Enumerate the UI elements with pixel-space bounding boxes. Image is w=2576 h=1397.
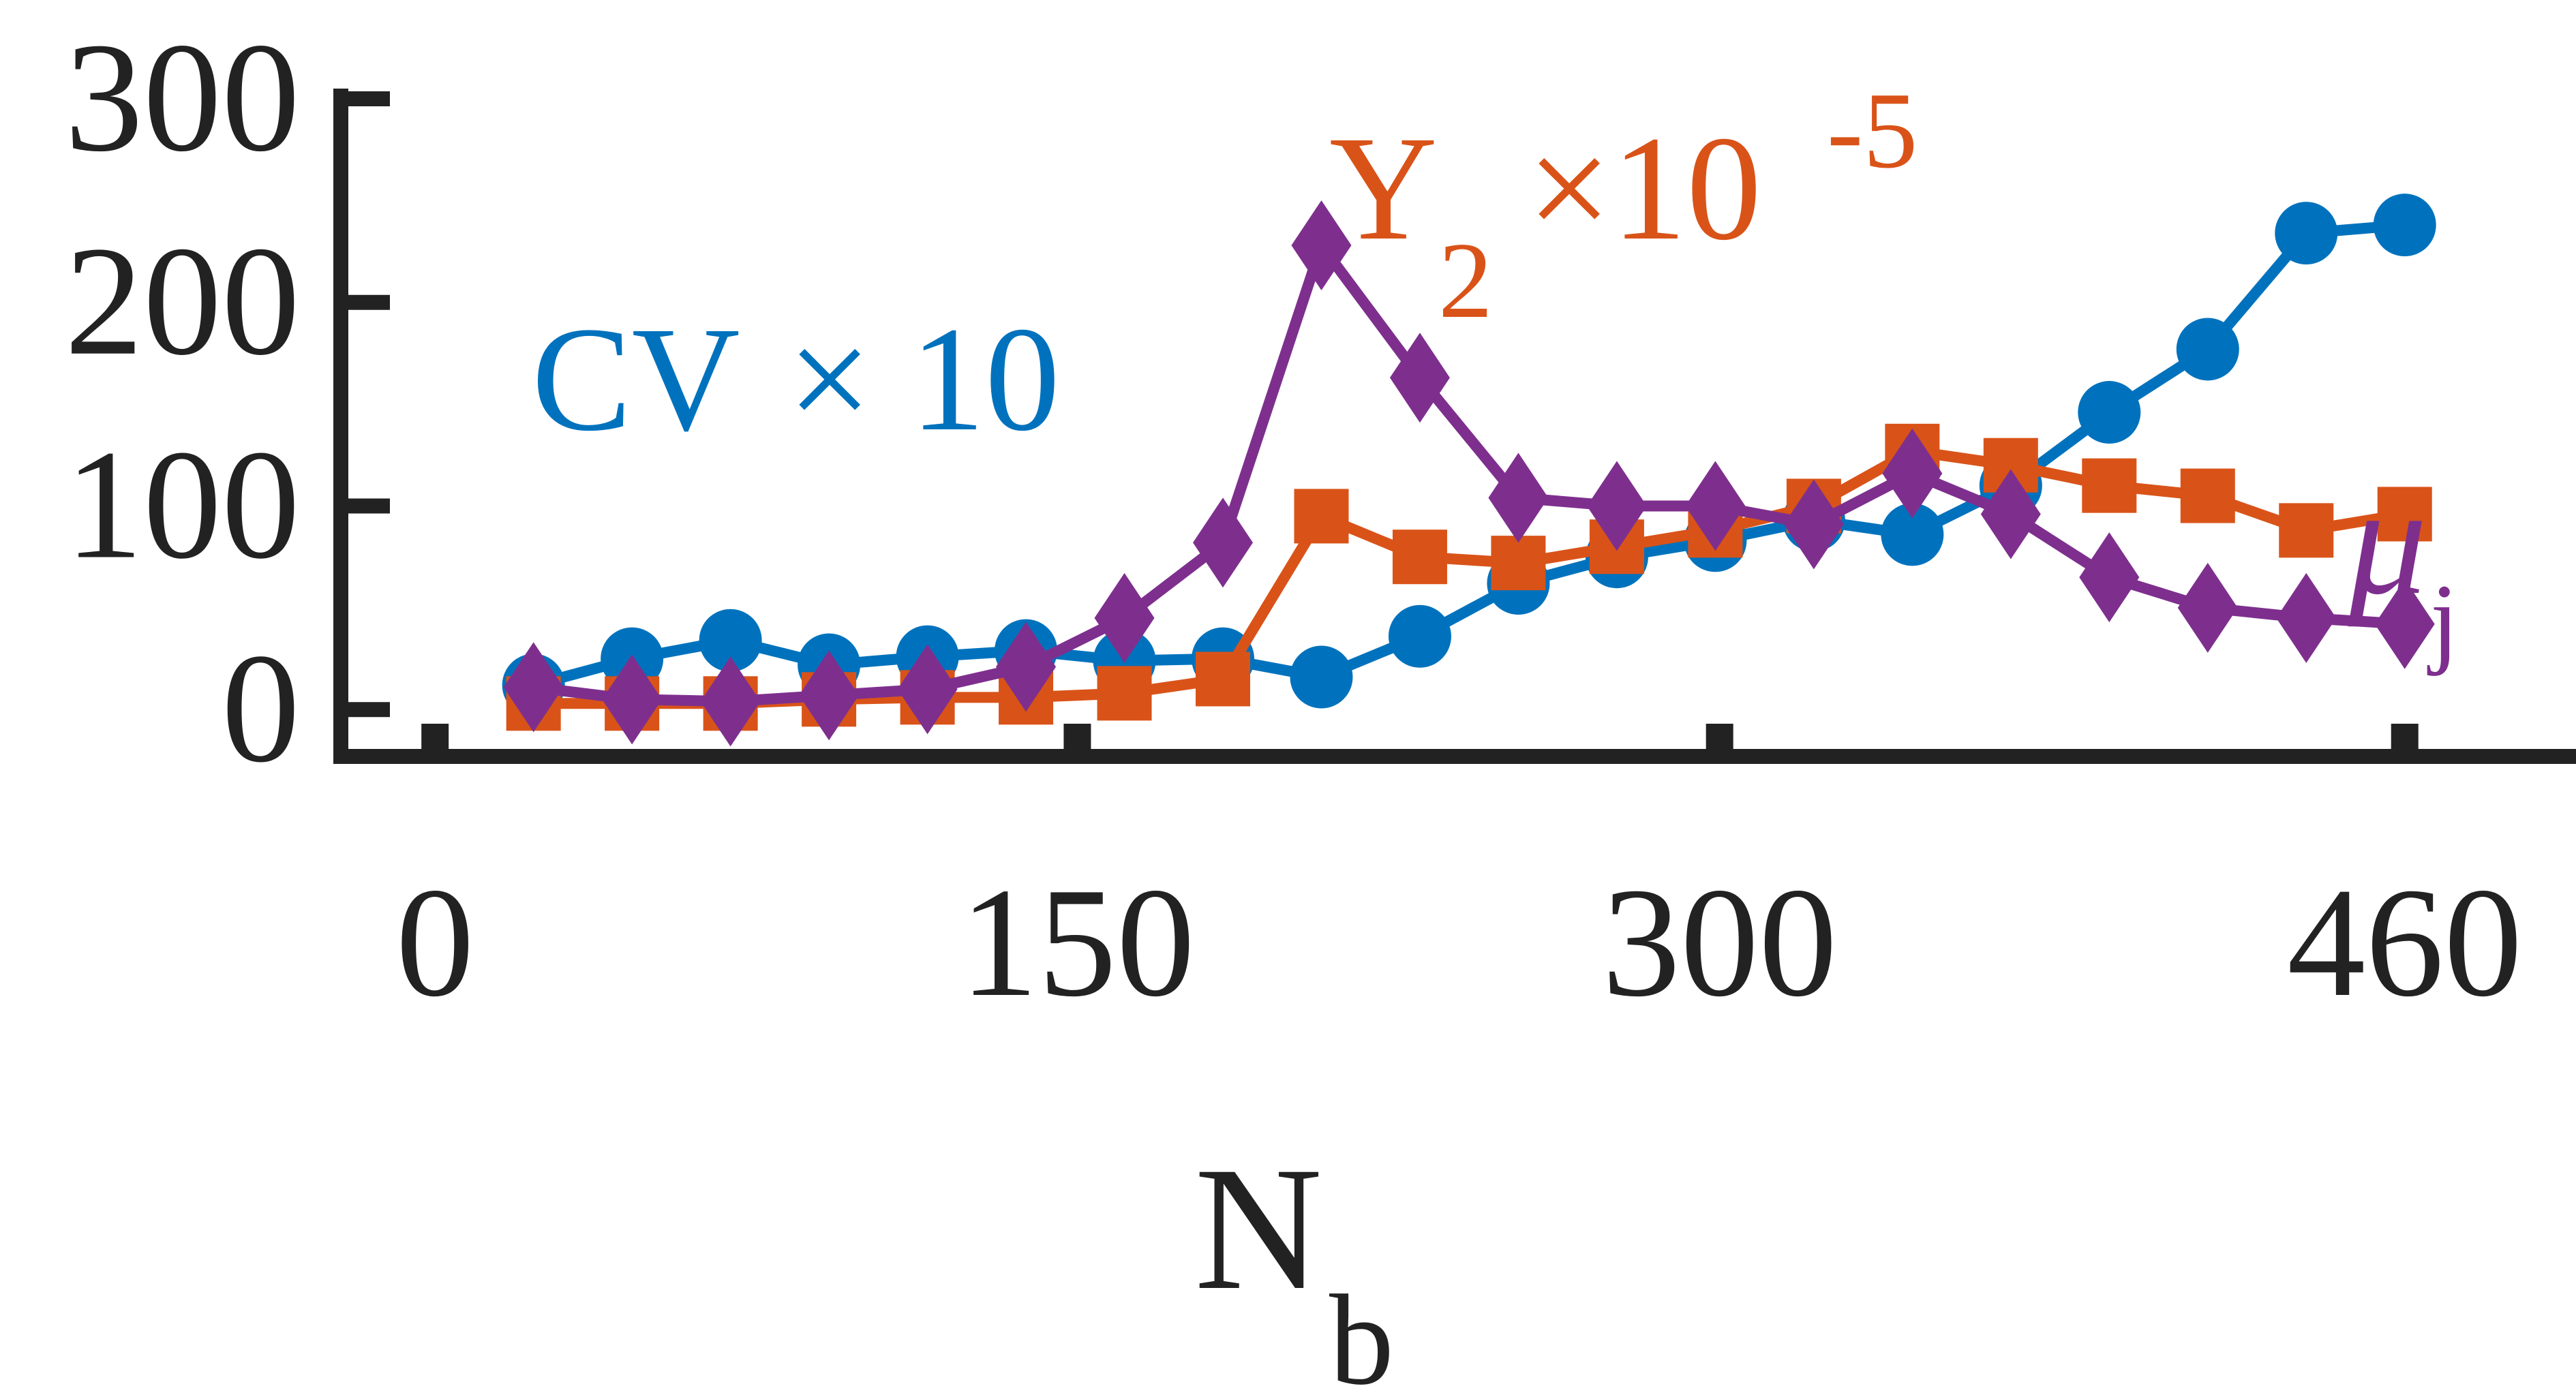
x-tick-label-1: 150 <box>960 855 1195 1029</box>
y-tick-label-3: 300 <box>65 10 300 184</box>
series-1 <box>506 423 2432 731</box>
x-tick-label-0: 0 <box>396 855 474 1029</box>
point-s1-10 <box>1491 536 1546 591</box>
point-s2-15 <box>1980 469 2041 559</box>
point-s1-17 <box>2180 468 2235 523</box>
series-label-cv-name: CV <box>532 296 740 462</box>
tick-labels: 0 100 200 300 0 150 300 460 <box>65 10 2522 1029</box>
point-s0-16 <box>2078 381 2141 444</box>
x-tick-label-2: 300 <box>1602 855 1837 1029</box>
series-label-cv-times: × <box>787 296 872 462</box>
point-s2-10 <box>1488 452 1549 543</box>
series-label-y2-exponent: -5 <box>1827 70 1918 191</box>
series-label-mu: μ j <box>2348 453 2459 677</box>
point-s2-6 <box>1094 572 1155 663</box>
point-s2-17 <box>2177 562 2238 653</box>
point-s1-7 <box>1196 651 1251 707</box>
point-s1-9 <box>1392 529 1447 585</box>
point-s0-14 <box>1881 503 1944 566</box>
series-label-cv: CV × 10 <box>532 296 1060 462</box>
point-s2-8 <box>1291 200 1352 291</box>
point-s2-19 <box>2374 579 2435 669</box>
series-layer <box>502 194 2436 747</box>
point-s2-11 <box>1586 461 1647 551</box>
series-label-y2: Y 2 ×10 -5 <box>1329 70 1918 341</box>
point-s2-14 <box>1882 428 1943 519</box>
point-s1-16 <box>2082 458 2137 513</box>
point-s0-18 <box>2275 202 2338 265</box>
point-s2-12 <box>1685 461 1746 551</box>
point-s0-17 <box>2176 318 2239 381</box>
y-tick-label-0: 0 <box>222 621 300 795</box>
point-s0-9 <box>1388 604 1451 668</box>
point-s2-9 <box>1389 333 1450 423</box>
point-s0-8 <box>1290 645 1353 709</box>
series-label-mu-subscript: j <box>2427 564 2459 677</box>
point-s2-1 <box>602 654 663 745</box>
series-label-y2-subscript: 2 <box>1438 219 1493 341</box>
x-axis-label: N <box>1194 1131 1322 1327</box>
x-axis-label-subscript: b <box>1329 1269 1394 1397</box>
series-label-mu-name: μ <box>2348 453 2427 627</box>
point-s0-2 <box>699 609 762 672</box>
series-2 <box>503 200 2435 747</box>
point-s1-6 <box>1097 666 1152 721</box>
point-s2-0 <box>503 642 564 733</box>
point-s0-19 <box>2373 194 2436 257</box>
axes-layer <box>333 89 2576 764</box>
point-s1-19 <box>2377 487 2432 542</box>
point-s2-16 <box>2079 532 2140 623</box>
series-label-y2-factor: ×10 <box>1527 105 1761 271</box>
series-label-y2-name: Y <box>1329 105 1438 271</box>
x-tick-label-3: 460 <box>2287 855 2522 1029</box>
series-label-cv-factor: 10 <box>910 296 1060 462</box>
point-s2-2 <box>700 656 761 747</box>
y-tick-label-1: 100 <box>65 418 300 592</box>
point-s2-4 <box>897 644 958 735</box>
point-s2-5 <box>996 621 1057 712</box>
point-s2-13 <box>1783 479 1844 570</box>
point-s1-8 <box>1294 489 1349 544</box>
point-s2-3 <box>799 650 860 741</box>
point-s2-7 <box>1193 497 1254 588</box>
y-tick-label-2: 200 <box>65 214 300 388</box>
point-s1-18 <box>2279 503 2334 558</box>
point-s2-18 <box>2276 572 2337 663</box>
